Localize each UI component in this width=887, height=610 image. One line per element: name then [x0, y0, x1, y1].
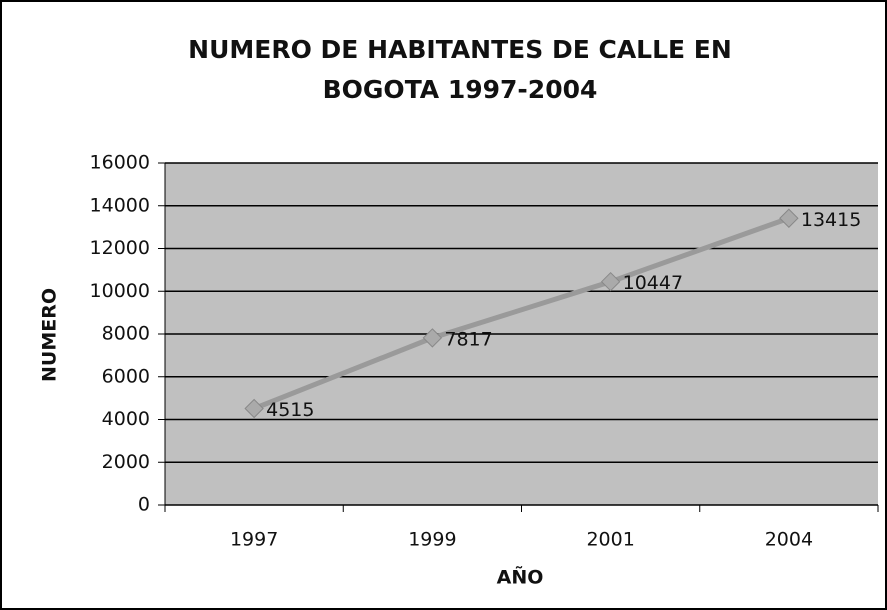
data-label: 7817: [444, 328, 492, 350]
line: [253, 215, 790, 411]
marker: [600, 271, 621, 292]
y-tick-label: 0: [138, 494, 150, 516]
marker: [422, 328, 443, 348]
y-tick-label: 10000: [90, 280, 150, 302]
data-label: 4515: [266, 399, 314, 421]
x-axis-label: AÑO: [497, 565, 544, 589]
y-tick-label: 12000: [90, 237, 150, 259]
y-tick-label: 8000: [102, 323, 150, 345]
marker: [779, 208, 799, 228]
x-tick-label: 1997: [230, 529, 278, 551]
data-label: 13415: [801, 209, 861, 231]
x-tick-label: 1999: [408, 529, 456, 551]
y-tick-label: 2000: [102, 451, 150, 473]
x-tick-label: 2001: [586, 529, 634, 551]
marker: [244, 398, 264, 419]
data-label: 10447: [623, 272, 683, 294]
y-tick-label: 6000: [102, 365, 150, 387]
y-tick-label: 4000: [102, 408, 150, 430]
y-axis-label: NUMERO: [39, 288, 61, 382]
chart-title: NUMERO DE HABITANTES DE CALLE EN BOGOTA …: [188, 35, 732, 104]
x-tick-label: 2004: [765, 529, 813, 551]
y-tick-label: 16000: [90, 152, 150, 174]
y-tick-label: 14000: [90, 194, 150, 216]
